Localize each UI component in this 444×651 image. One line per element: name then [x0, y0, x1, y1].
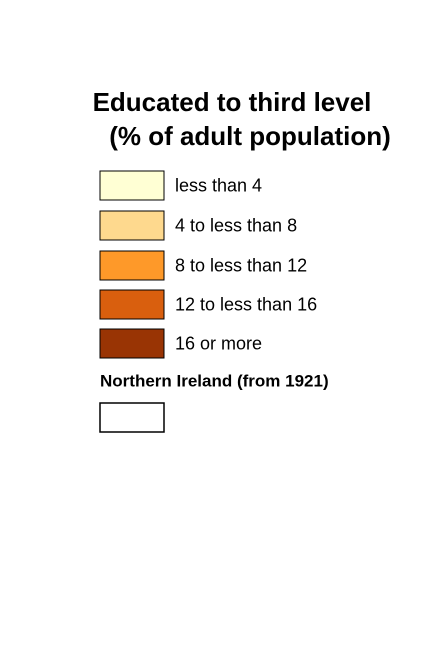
legend-subtitle: (% of adult population): [109, 121, 391, 151]
legend-label: 4 to less than 8: [175, 215, 297, 235]
legend-label: 8 to less than 12: [175, 255, 307, 275]
extra-swatch: [99, 402, 165, 433]
legend-swatch: [99, 210, 165, 241]
legend-label: 16 or more: [175, 333, 262, 353]
legend-label: 12 to less than 16: [175, 294, 317, 314]
legend-swatch: [99, 289, 165, 320]
legend-swatch: [99, 328, 165, 359]
legend-swatch: [99, 250, 165, 281]
legend-swatch: [99, 170, 165, 201]
legend-label: less than 4: [175, 175, 262, 195]
legend-title: Educated to third level: [93, 87, 372, 117]
extra-label: Northern Ireland (from 1921): [100, 371, 329, 390]
